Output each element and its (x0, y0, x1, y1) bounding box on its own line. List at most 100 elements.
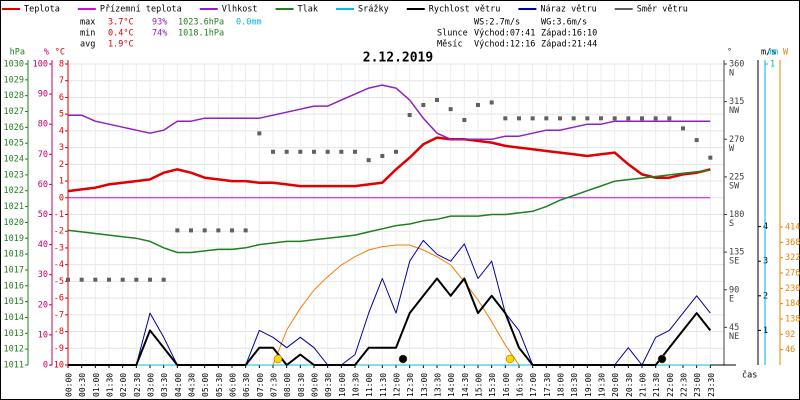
tick-label: 70 (38, 150, 48, 160)
x-tick-label: 11:00 (365, 373, 374, 397)
x-tick-label: 04:00 (174, 373, 183, 397)
stat-value: 74% (152, 29, 167, 39)
direction-point (257, 131, 262, 136)
x-tick-label: 01:00 (92, 373, 101, 397)
tick-label: 1025 (4, 139, 24, 149)
tick-name: NW (729, 106, 740, 116)
tick-name: NE (729, 332, 739, 342)
tick-label: 0 (43, 361, 48, 371)
direction-point (462, 118, 467, 123)
direction-point (243, 228, 248, 233)
x-tick-label: 08:30 (297, 373, 306, 397)
stat-value: 0.4°C (108, 29, 134, 39)
direction-point (325, 149, 330, 154)
tick-label: 1029 (4, 75, 24, 85)
direction-point (435, 97, 439, 102)
tick-label: -2 (54, 227, 64, 237)
tick-name: E (729, 294, 734, 304)
stat-label: max (80, 18, 95, 28)
x-tick-label: 09:30 (324, 373, 333, 397)
direction-point (380, 153, 385, 158)
direction-point (134, 277, 139, 282)
tick-label: -7 (54, 310, 64, 320)
tick-label: 92 (785, 330, 795, 340)
direction-point (79, 277, 84, 282)
tick-name: S (729, 219, 734, 229)
x-tick-label: 16:00 (502, 373, 511, 397)
tick-label: 225 (729, 172, 744, 182)
direction-point (230, 228, 234, 233)
tick-label: 1018 (4, 250, 24, 260)
tick-label: 5 (59, 110, 64, 120)
direction-point (366, 158, 371, 163)
tick-label: 46 (785, 345, 795, 355)
direction-point (612, 116, 617, 121)
x-tick-label: 02:30 (133, 373, 142, 397)
tick-label: 180 (729, 210, 744, 220)
tick-label: 184 (785, 299, 800, 309)
direction-point (489, 100, 494, 105)
direction-point (120, 277, 125, 282)
tick-label: 1026 (4, 123, 24, 133)
direction-point (544, 116, 549, 121)
legend-label: Vlhkost (222, 5, 258, 15)
tick-label: 322 (785, 253, 800, 263)
x-tick-label: 03:30 (160, 373, 169, 397)
x-tick-label: 19:00 (584, 373, 593, 397)
info-wg: WG:3.6m/s (541, 18, 587, 28)
direction-point (407, 113, 412, 118)
direction-point (476, 102, 480, 107)
info-set: Západ:16:10 (541, 29, 597, 39)
tick-label: 1011 (4, 361, 24, 371)
tick-label: 4 (763, 222, 768, 232)
x-tick-label: 08:00 (283, 373, 292, 397)
direction-point (271, 149, 275, 154)
tick-label: -3 (54, 243, 64, 253)
tick-label: -4 (54, 260, 64, 270)
x-tick-label: 18:00 (557, 373, 566, 397)
axis-unit: mm (768, 48, 778, 58)
info-rise: Východ:12:16 (474, 40, 535, 50)
stat-value: 93% (152, 18, 167, 28)
x-tick-label: 14:00 (447, 373, 456, 397)
series-line (68, 84, 711, 141)
x-tick-label: 10:30 (352, 373, 361, 397)
tick-label: 40 (38, 240, 48, 250)
chart-title: 2.12.2019 (363, 51, 433, 66)
tick-label: 1014 (4, 313, 24, 323)
axis-unit: ° (727, 48, 732, 58)
tick-label: 1023 (4, 170, 24, 180)
x-tick-label: 10:00 (338, 373, 347, 397)
tick-label: 1030 (4, 60, 24, 70)
tick-label: 2 (763, 291, 768, 301)
tick-label: 45 (729, 323, 739, 333)
x-tick-label: 00:00 (65, 373, 74, 397)
x-tick-label: 03:00 (147, 373, 156, 397)
info-set: Západ:21:44 (541, 40, 597, 50)
tick-label: 20 (38, 300, 48, 310)
direction-point (530, 116, 535, 121)
tick-label: 1 (770, 60, 775, 70)
x-axis-label: čas (742, 370, 757, 381)
direction-point (448, 107, 453, 112)
x-tick-label: 06:00 (229, 373, 238, 397)
direction-point (107, 277, 111, 282)
stat-value: 1023.6hPa (178, 18, 224, 28)
x-tick-label: 14:30 (461, 373, 470, 397)
tick-name: N (729, 69, 734, 79)
tick-label: -5 (54, 277, 64, 287)
tick-label: 4 (59, 126, 64, 136)
direction-point (202, 228, 207, 233)
tick-label: 1028 (4, 91, 24, 101)
x-tick-label: 09:00 (311, 373, 320, 397)
direction-point (66, 277, 70, 282)
x-tick-label: 00:30 (78, 373, 87, 397)
sun-icon (273, 354, 283, 364)
stat-value: 0.0mm (236, 18, 262, 28)
x-tick-label: 18:30 (570, 373, 579, 397)
direction-point (503, 116, 508, 121)
legend-label: Srážky (358, 5, 389, 15)
tick-label: 1021 (4, 202, 24, 212)
